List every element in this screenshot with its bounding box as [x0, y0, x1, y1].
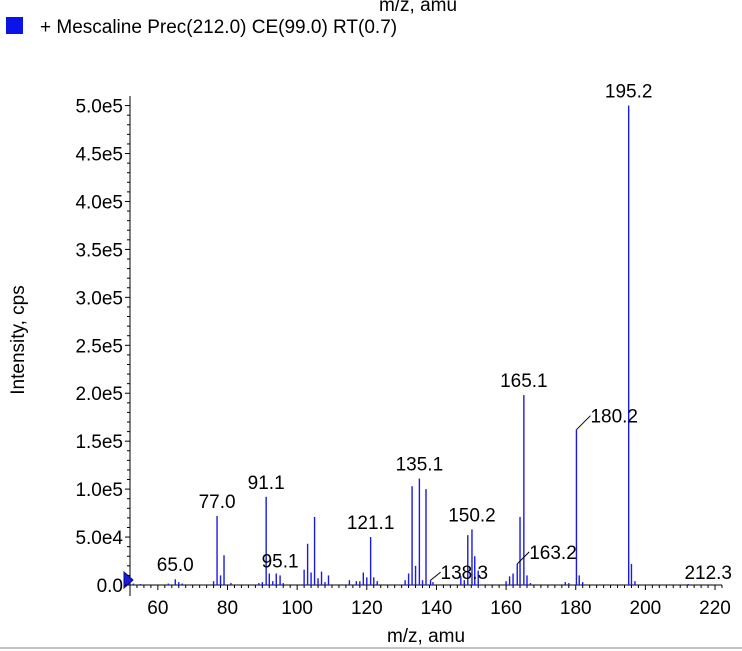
peak-label-leader	[430, 571, 441, 581]
x-tick-label: 140	[421, 598, 453, 619]
peak-label: 65.0	[157, 555, 194, 576]
peak-label: 95.1	[262, 551, 299, 572]
x-tick-label: 220	[699, 598, 731, 619]
peak-label-leader	[576, 415, 591, 431]
y-axis-title: Intensity, cps	[8, 285, 29, 394]
y-tick-label: 3.5e5	[75, 240, 123, 261]
y-tick-label: 0.0	[97, 576, 123, 597]
x-tick-label: 80	[217, 598, 238, 619]
peak-label: 180.2	[590, 407, 638, 428]
y-tick-label: 5.0e4	[75, 528, 123, 549]
legend-label: + Mescaline Prec(212.0) CE(99.0) RT(0.7)	[40, 17, 397, 38]
peak-label-leader	[516, 551, 530, 565]
y-tick-label: 2.0e5	[75, 384, 123, 405]
peak-labels: 195.2 165.1 180.2 135.1 91.1 77.0 150.2 121.1 16…	[157, 82, 732, 585]
x-axis-ticks: 60 80 100 120 140 160 180 200 220	[129, 585, 731, 619]
x-tick-label: 160	[490, 598, 522, 619]
y-tick-label: 1.0e5	[75, 480, 123, 501]
peak-label: 163.2	[529, 543, 577, 564]
y-tick-label: 3.0e5	[75, 288, 123, 309]
peak-label: 91.1	[248, 473, 285, 494]
peak-label: 165.1	[500, 371, 548, 392]
x-axis-title: m/z, amu	[387, 626, 465, 647]
y-tick-label: 4.0e5	[75, 192, 123, 213]
origin-marker-icon	[123, 570, 134, 590]
peak-label: 138.3	[441, 563, 489, 584]
x-tick-label: 180	[560, 598, 592, 619]
y-tick-label: 1.5e5	[75, 432, 123, 453]
y-tick-label: 2.5e5	[75, 336, 123, 357]
x-tick-label: 100	[281, 598, 313, 619]
peak-label: 150.2	[448, 505, 496, 526]
peak-label: 135.1	[396, 455, 444, 476]
x-tick-label: 200	[630, 598, 662, 619]
peak-label: 121.1	[347, 513, 395, 534]
y-axis-ticks: 0.0 5.0e4 1.0e5 1.5e5 2.0e5 2.5e5 3.0e5 3.5e5 4.…	[75, 97, 130, 597]
clipped-top-title: m/z, amu	[379, 0, 457, 16]
peak-label: 77.0	[199, 492, 236, 513]
y-tick-label: 5.0e5	[75, 97, 123, 118]
x-tick-label: 120	[351, 598, 383, 619]
peak-label: 212.3	[684, 563, 732, 584]
peak-label: 195.2	[605, 82, 653, 103]
spectrum-peaks	[132, 105, 689, 585]
y-tick-label: 4.5e5	[75, 145, 123, 166]
x-tick-label: 60	[147, 598, 168, 619]
legend-swatch	[6, 17, 23, 34]
